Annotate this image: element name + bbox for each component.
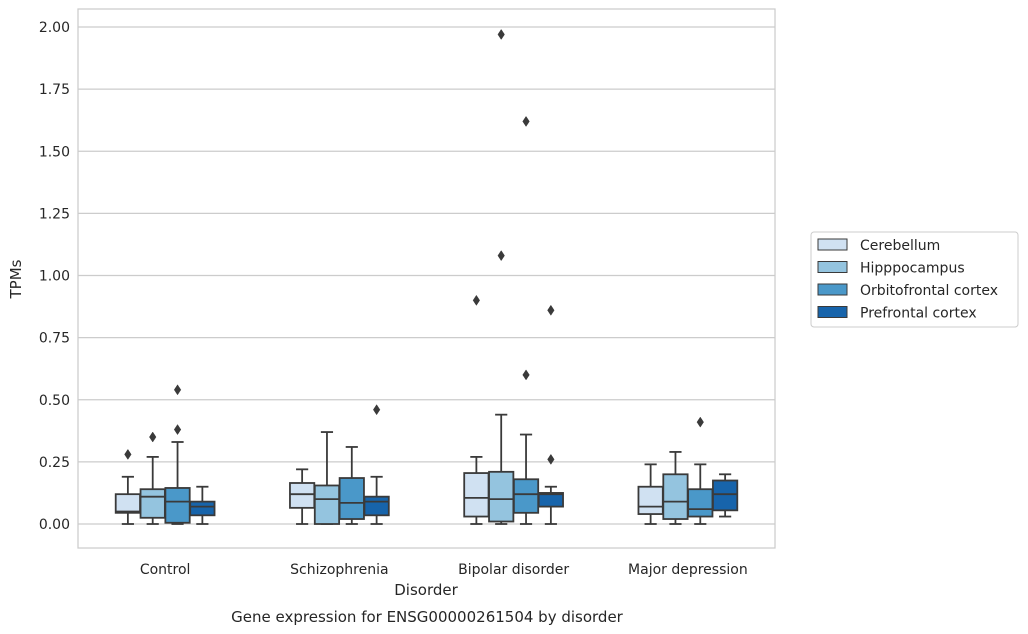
box-group (512, 115, 540, 525)
box-group (139, 431, 166, 525)
legend-swatch (817, 238, 848, 251)
outlier-point (522, 115, 530, 127)
box (289, 482, 316, 509)
plot-frame (77, 8, 776, 549)
box (537, 492, 564, 508)
box (662, 473, 689, 520)
box (712, 479, 739, 512)
box (363, 495, 390, 517)
y-tick-label: 0.50 (39, 393, 70, 409)
x-tick-label: Schizophrenia (290, 562, 388, 578)
legend-label: Prefrontal cortex (860, 306, 977, 322)
x-tick-labels: Control Schizophrenia Bipolar disorder Majo… (140, 562, 748, 578)
grid-lines (78, 26, 775, 525)
box (512, 478, 540, 514)
box-group (712, 473, 739, 518)
x-axis-title: Disorder (394, 581, 458, 599)
box (114, 493, 141, 514)
y-axis-title: TPMs (7, 259, 25, 299)
box-plots (114, 29, 739, 525)
legend-label: Hipppocampus (860, 261, 965, 277)
box (313, 484, 341, 525)
box-group (164, 384, 191, 525)
y-tick-label: 1.75 (39, 82, 70, 98)
box-group (189, 485, 216, 525)
outlier-point (497, 250, 505, 262)
x-tick-label: Major depression (628, 562, 748, 578)
outlier-point (373, 404, 381, 416)
y-tick-label: 1.00 (39, 269, 70, 285)
x-tick-label: Control (140, 562, 191, 578)
outlier-point (173, 384, 182, 396)
legend-frame (810, 231, 1019, 328)
box (164, 487, 191, 524)
legend-label: Cerebellum (860, 238, 940, 254)
legend: Cerebellum Hipppocampus Orbitofrontal cort… (810, 231, 1019, 328)
outlier-point (547, 304, 555, 316)
outlier-point (696, 416, 704, 428)
legend-swatch (817, 261, 848, 273)
box (338, 477, 365, 520)
y-tick-labels: 0.00 0.25 0.50 0.75 1.00 1.25 1.50 1.75 2.00 (39, 20, 70, 533)
legend-swatch (817, 306, 848, 318)
box (687, 488, 714, 518)
box-group (338, 446, 365, 525)
box (463, 472, 490, 518)
box-group (363, 404, 390, 525)
y-tick-label: 0.75 (39, 331, 70, 347)
box (488, 470, 515, 523)
chart-caption: Gene expression for ENSG00000261504 by d… (231, 608, 624, 626)
box-group (289, 468, 316, 525)
outlier-point (149, 431, 157, 443)
box (139, 488, 166, 519)
legend-label: Orbitofrontal cortex (860, 283, 998, 299)
box-group (687, 416, 714, 525)
box (189, 500, 216, 517)
y-tick-label: 0.25 (39, 455, 70, 471)
outlier-point (124, 448, 132, 460)
outlier-point (173, 424, 182, 436)
outlier-point (522, 369, 530, 381)
y-tick-label: 2.00 (39, 20, 70, 36)
y-tick-label: 1.25 (39, 206, 70, 222)
outlier-point (547, 453, 555, 465)
box-group (637, 463, 664, 525)
box-group (463, 294, 490, 525)
outlier-point (497, 29, 505, 40)
y-tick-label: 1.50 (39, 144, 70, 160)
box-group (114, 448, 141, 525)
y-tick-label: 0.00 (39, 517, 70, 533)
box-group (662, 451, 689, 525)
box-group (313, 431, 341, 525)
x-tick-label: Bipolar disorder (458, 562, 569, 578)
box-group (537, 304, 564, 525)
legend-swatch (817, 283, 848, 296)
box (637, 485, 664, 515)
box-group (488, 29, 515, 525)
outlier-point (472, 294, 480, 306)
